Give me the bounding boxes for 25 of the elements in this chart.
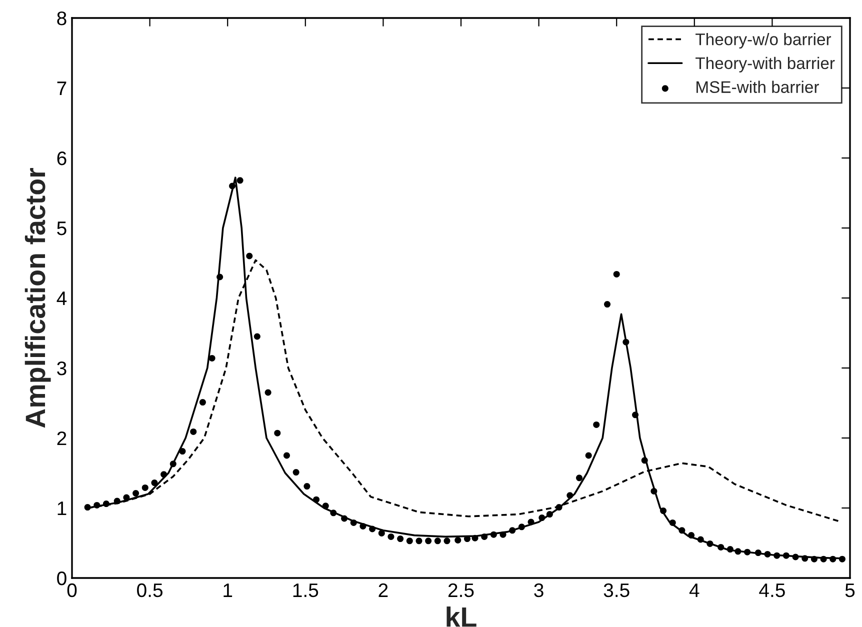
x-tick-label: 5	[845, 584, 855, 598]
y-tick-label: 5	[57, 222, 66, 236]
x-tick-label: 0.5	[137, 583, 162, 598]
y-tick-label: 6	[57, 151, 66, 166]
x-axis-title: kL	[446, 606, 476, 627]
x-tick-label: 4.5	[759, 584, 785, 598]
x-tick-label: 0	[67, 583, 77, 598]
y-axis-title: Amplification factor	[24, 168, 51, 428]
x-tick-label: 2	[378, 583, 388, 597]
y-tick-label: 2	[57, 431, 66, 446]
legend-label: Theory-with barrier	[696, 56, 835, 72]
legend-label: MSE-with barrier	[696, 80, 819, 93]
y-tick-label: 0	[57, 571, 66, 586]
y-tick-label: 4	[56, 292, 67, 306]
y-tick-label: 7	[57, 82, 66, 96]
x-tick-label: 3	[534, 583, 544, 598]
y-tick-label: 1	[58, 502, 66, 516]
x-tick-label: 4	[689, 584, 700, 597]
x-tick-label: 3.5	[604, 583, 630, 598]
x-tick-label: 1	[224, 584, 232, 597]
x-tick-label: 2.5	[448, 583, 474, 598]
x-tick-label: 1.5	[293, 584, 318, 598]
y-tick-label: 3	[57, 361, 66, 376]
y-tick-label: 8	[57, 11, 66, 26]
legend-label: Theory-w/o barrier	[696, 33, 832, 49]
